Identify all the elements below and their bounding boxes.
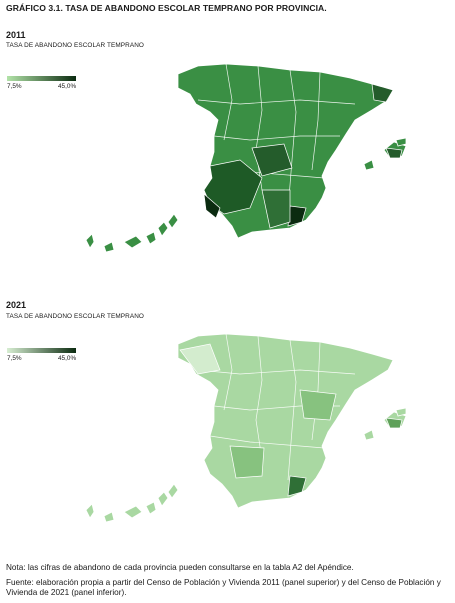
figure-title: GRÁFICO 3.1. TASA DE ABANDONO ESCOLAR TE… <box>6 3 327 13</box>
province-shade-3 <box>287 205 307 227</box>
canary-island-5 <box>157 491 169 507</box>
canary-island-3 <box>123 235 143 249</box>
balearic-island-3 <box>363 159 375 171</box>
canary-island-6 <box>167 213 179 229</box>
panel-2011-year: 2011 <box>6 30 26 40</box>
balearic-island-2 <box>395 137 407 147</box>
panel-2021-choropleth-map <box>85 333 407 523</box>
canary-island-2 <box>103 511 115 523</box>
province-border-3 <box>287 339 297 481</box>
balearic-island-2 <box>395 407 407 417</box>
province-border-4 <box>311 341 321 441</box>
province-shade-4 <box>251 143 293 177</box>
province-border-2 <box>255 335 263 461</box>
panel-2011-legend-max: 45,0% <box>58 83 77 90</box>
province-border-4 <box>311 71 321 171</box>
province-shade-6 <box>385 147 403 159</box>
panel-2021-legend-min: 7,5% <box>7 355 22 362</box>
canary-island-2 <box>103 241 115 253</box>
figure-note: Nota: las cifras de abandono de cada pro… <box>6 563 354 572</box>
province-shade-7 <box>261 189 291 229</box>
province-shade-4 <box>299 389 337 421</box>
canary-island-4 <box>145 231 157 245</box>
panel-2011-subtitle: TASA DE ABANDONO ESCOLAR TEMPRANO <box>6 42 145 49</box>
province-border-1 <box>223 63 233 141</box>
province-border-5 <box>213 135 340 141</box>
province-border-7 <box>197 369 356 375</box>
panel-2011-legend-gradient <box>7 76 76 81</box>
mainland-spain <box>177 333 394 509</box>
panel-2021-legend-gradient <box>7 348 76 353</box>
canary-island-6 <box>167 483 179 499</box>
province-border-3 <box>287 69 297 211</box>
balearic-island-3 <box>363 429 375 441</box>
figure-source: Fuente: elaboración propia a partir del … <box>6 578 441 598</box>
province-border-7 <box>197 99 356 105</box>
province-shade-5 <box>371 83 394 103</box>
province-border-6 <box>209 435 325 449</box>
canary-island-3 <box>123 505 143 519</box>
province-shade-5 <box>385 417 403 429</box>
province-border-1 <box>223 333 233 411</box>
panel-2011-legend-min: 7,5% <box>7 83 22 90</box>
panel-2021-year: 2021 <box>6 300 27 310</box>
province-shade-2 <box>179 343 221 375</box>
province-border-2 <box>255 65 263 191</box>
panel-2011-choropleth-map <box>85 63 407 253</box>
canary-island-1 <box>85 503 95 519</box>
canary-island-1 <box>85 233 95 249</box>
province-shade-1 <box>287 475 307 497</box>
province-shade-2 <box>203 193 221 219</box>
panel-2021-legend-max: 45,0% <box>58 355 77 362</box>
province-shade-3 <box>229 445 265 479</box>
panel-2021-subtitle: TASA DE ABANDONO ESCOLAR TEMPRANO <box>6 313 145 320</box>
canary-island-4 <box>145 501 157 515</box>
province-shade-1 <box>203 159 263 215</box>
canary-island-5 <box>157 221 169 237</box>
